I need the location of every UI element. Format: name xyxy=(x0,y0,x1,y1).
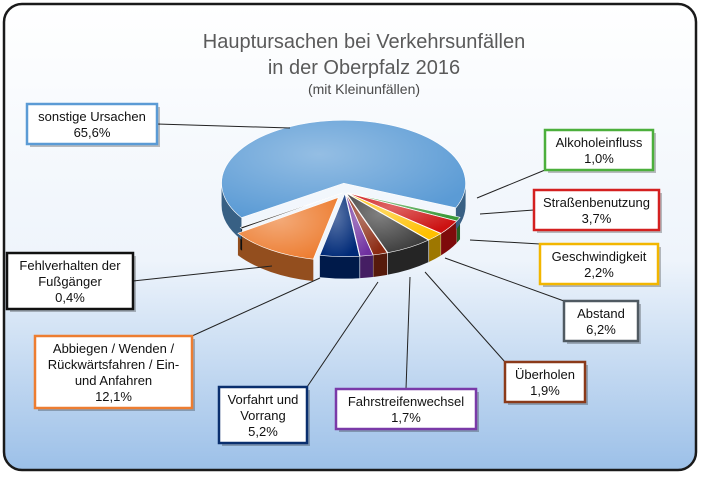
label-value-geschwindigkeit: 2,2% xyxy=(584,265,614,280)
pie-side-strassenbenutzung xyxy=(441,221,457,256)
chart-subtitle: (mit Kleinunfällen) xyxy=(308,81,420,97)
chart-title-line2: in der Oberpfalz 2016 xyxy=(268,57,460,79)
label-box-fehlverhalten-der-fussganger xyxy=(5,251,135,311)
pie-slice-shine-geschwindigkeit xyxy=(347,193,441,240)
label-text-geschwindigkeit: Geschwindigkeit xyxy=(552,249,647,264)
label-box-uberholen xyxy=(503,360,587,404)
label-value-alkoholeinfluss: 1,0% xyxy=(584,151,614,166)
pie-side-abstand xyxy=(387,240,429,275)
label-text-abbiegen-wenden-ruckwartsfahren-ein-und-anfahren: Rückwärtsfahren / Ein- xyxy=(48,357,180,372)
leader-fehlverhalten-der-fussganger xyxy=(132,265,273,282)
pie-side-sonstige-ursachen xyxy=(221,183,242,240)
label-value-fehlverhalten-der-fussganger: 0,4% xyxy=(55,290,85,305)
chart-title: Hauptursachen bei Verkehrsunfällen xyxy=(203,31,525,53)
pie-side-vorfahrt-und-vorrang xyxy=(319,255,360,279)
pie-side-fahrstreifenwechsel xyxy=(360,255,373,279)
label-text-abbiegen-wenden-ruckwartsfahren-ein-und-anfahren: Abbiegen / Wenden / xyxy=(53,341,175,356)
label-text-strassenbenutzung: Straßenbenutzung xyxy=(543,195,650,210)
pie-sides xyxy=(221,183,466,282)
label-text-fahrstreifenwechsel: Fahrstreifenwechsel xyxy=(348,394,464,409)
label-box-fahrstreifenwechsel xyxy=(334,387,478,431)
leader-lines xyxy=(132,123,565,390)
label-text-vorfahrt-und-vorrang: Vorfahrt und xyxy=(228,392,299,407)
pie-slice-shine-abbiegen-wenden-ruckwartsfahren-ein-und-anfahren xyxy=(237,197,339,260)
label-abbiegen-wenden-ruckwartsfahren-ein-und-anfahren: Abbiegen / Wenden /Rückwärtsfahren / Ein… xyxy=(33,334,195,411)
label-value-vorfahrt-und-vorrang: 5,2% xyxy=(248,424,278,439)
label-text-abbiegen-wenden-ruckwartsfahren-ein-und-anfahren: und Anfahren xyxy=(75,373,152,388)
label-box-geschwindigkeit xyxy=(538,242,660,286)
pie-side-abbiegen-wenden-ruckwartsfahren-ein-und-anfahren xyxy=(237,233,314,282)
pie-slice-shine-abstand xyxy=(346,193,429,253)
pie-slice-shine-fehlverhalten-der-fussganger xyxy=(240,192,343,229)
label-box-abstand xyxy=(562,299,640,343)
label-value-abstand: 6,2% xyxy=(586,322,616,337)
label-box-vorfahrt-und-vorrang xyxy=(217,385,309,445)
label-box-strassenbenutzung xyxy=(532,188,661,232)
leader-geschwindigkeit xyxy=(469,239,541,245)
label-text-fehlverhalten-der-fussganger: Fehlverhalten der xyxy=(19,258,121,273)
label-text-sonstige-ursachen: sonstige Ursachen xyxy=(38,109,146,124)
leader-strassenbenutzung xyxy=(479,209,535,215)
label-value-abbiegen-wenden-ruckwartsfahren-ein-und-anfahren: 12,1% xyxy=(95,389,132,404)
leader-fahrstreifenwechsel xyxy=(405,276,411,390)
label-value-strassenbenutzung: 3,7% xyxy=(582,211,612,226)
label-value-uberholen: 1,9% xyxy=(530,383,560,398)
leader-uberholen xyxy=(424,271,506,363)
pie-slice-shine-vorfahrt-und-vorrang xyxy=(319,193,360,257)
label-text-vorfahrt-und-vorrang: Vorrang xyxy=(240,408,286,423)
pie-slice-shine-fahrstreifenwechsel xyxy=(345,193,373,257)
label-text-alkoholeinfluss: Alkoholeinfluss xyxy=(556,135,643,150)
label-box-sonstige-ursachen xyxy=(25,102,159,146)
pie-slice-shine-strassenbenutzung xyxy=(347,192,457,234)
pie-side-geschwindigkeit xyxy=(429,233,441,262)
label-value-fahrstreifenwechsel: 1,7% xyxy=(391,410,421,425)
pie-tops xyxy=(221,119,466,260)
pie-slice-shine-alkoholeinfluss xyxy=(347,192,461,221)
leader-vorfahrt-und-vorrang xyxy=(306,281,379,388)
pie-slice-shine-sonstige-ursachen xyxy=(221,120,466,218)
label-box-alkoholeinfluss xyxy=(543,128,655,172)
pie-side-uberholen xyxy=(373,252,388,277)
label-text-uberholen: Überholen xyxy=(515,367,575,382)
leader-sonstige-ursachen xyxy=(156,123,291,129)
leader-abbiegen-wenden-ruckwartsfahren-ein-und-anfahren xyxy=(191,277,321,337)
label-text-fehlverhalten-der-fussganger: Fußgänger xyxy=(38,274,102,289)
label-text-abstand: Abstand xyxy=(577,306,625,321)
leader-alkoholeinfluss xyxy=(476,169,546,199)
leader-abstand xyxy=(444,257,565,302)
pie-slice-shine-uberholen xyxy=(345,193,388,255)
label-box-abbiegen-wenden-ruckwartsfahren-ein-und-anfahren xyxy=(33,334,194,410)
label-value-sonstige-ursachen: 65,6% xyxy=(74,125,111,140)
